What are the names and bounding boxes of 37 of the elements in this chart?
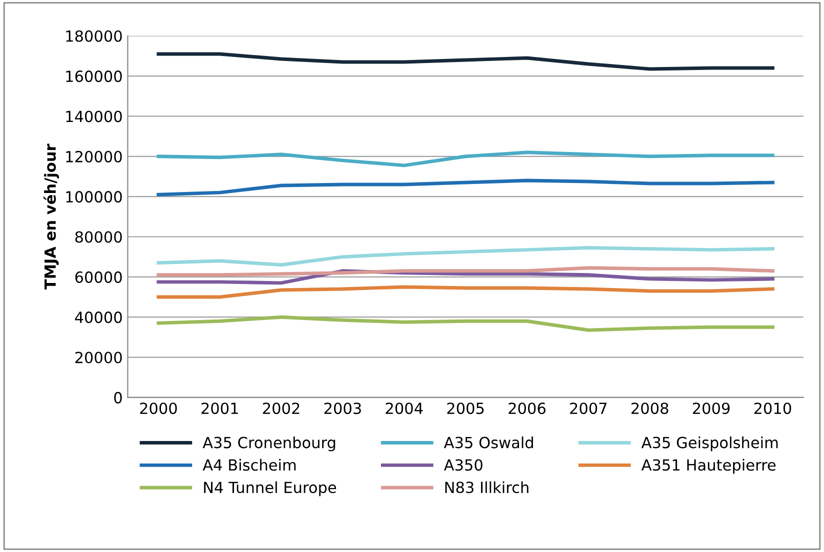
legend-label: A4 Bischeim — [202, 458, 296, 471]
legend-label: N4 Tunnel Europe — [204, 481, 336, 496]
line-series — [156, 285, 774, 299]
x-tick-label: 2001 — [202, 402, 238, 414]
legend-label: A350 — [444, 459, 482, 471]
x-tick-label: 2010 — [754, 402, 792, 414]
legend-label: N83 Illkirch — [445, 481, 528, 494]
y-tick-label: 60000 — [75, 271, 122, 283]
x-tick-label: 2009 — [692, 402, 730, 414]
x-tick-label: 2005 — [447, 402, 484, 414]
y-tick-label: 40000 — [75, 312, 122, 324]
line-series — [156, 266, 774, 277]
y-tick-label: 140000 — [66, 110, 122, 122]
legend-label: A35 Cronenbourg — [202, 436, 336, 452]
y-tick-label: 100000 — [66, 191, 122, 203]
x-tick-label: 2003 — [324, 402, 361, 414]
x-tick-label: 2008 — [632, 402, 668, 414]
y-axis-title: TMJA en véh/jour — [43, 144, 59, 290]
line-series — [156, 150, 774, 168]
y-tick-label: 180000 — [66, 30, 122, 42]
legend-label: A35 Geispolsheim — [641, 436, 778, 452]
x-tick-label: 2004 — [386, 402, 423, 414]
x-tick-label: 2007 — [570, 402, 607, 414]
y-tick-label: 0 — [114, 392, 122, 404]
y-tick-label: 120000 — [66, 150, 122, 162]
legend-label: A351 Hautepierre — [641, 458, 776, 474]
y-tick-label: 80000 — [75, 231, 122, 243]
x-tick-label: 2002 — [262, 402, 300, 414]
line-series — [156, 52, 774, 71]
line-series — [156, 178, 774, 196]
x-tick-label: 2000 — [140, 402, 177, 414]
y-tick-label: 20000 — [75, 352, 122, 364]
line-series — [156, 246, 774, 267]
line-series — [156, 315, 774, 332]
y-tick-label: 160000 — [66, 70, 122, 82]
x-tick-label: 2006 — [508, 402, 546, 414]
legend-label: A35 Oswald — [444, 436, 533, 448]
